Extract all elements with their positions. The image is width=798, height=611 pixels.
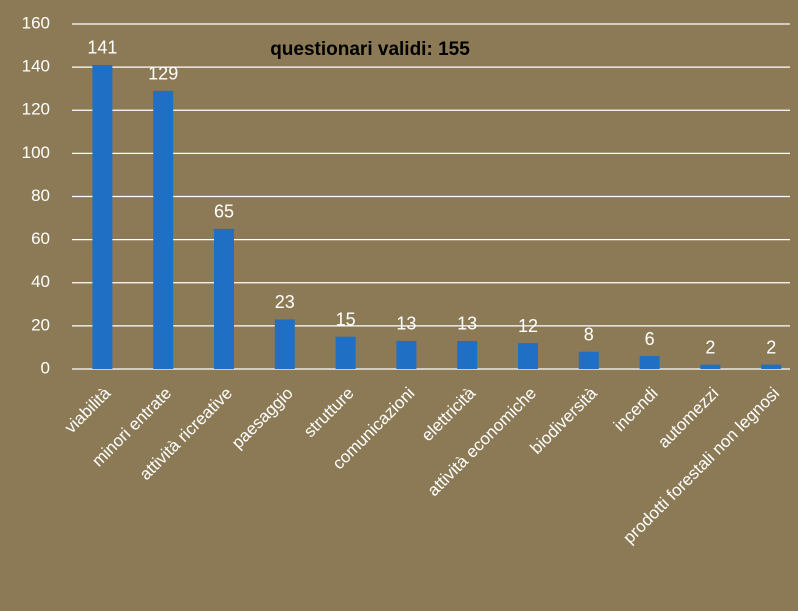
y-tick-label: 20 bbox=[31, 315, 50, 334]
y-tick-label: 60 bbox=[31, 229, 50, 248]
value-label: 2 bbox=[705, 337, 715, 357]
value-label: 8 bbox=[584, 325, 594, 345]
bar bbox=[761, 364, 782, 369]
bar bbox=[396, 340, 417, 369]
bar bbox=[518, 343, 538, 369]
bar bbox=[335, 336, 356, 369]
value-label: 15 bbox=[336, 309, 356, 329]
bar bbox=[92, 64, 113, 369]
bar bbox=[274, 319, 295, 369]
value-label: 6 bbox=[645, 329, 655, 349]
bar bbox=[639, 356, 660, 369]
value-label: 23 bbox=[275, 292, 295, 312]
value-label: 141 bbox=[87, 38, 117, 58]
y-tick-label: 80 bbox=[31, 186, 50, 205]
y-tick-label: 0 bbox=[41, 358, 50, 377]
value-label: 13 bbox=[457, 314, 477, 334]
y-tick-label: 160 bbox=[22, 13, 50, 32]
bar bbox=[457, 340, 478, 369]
bar bbox=[700, 364, 721, 369]
bar bbox=[578, 351, 599, 369]
y-tick-label: 100 bbox=[22, 143, 50, 162]
y-tick-label: 120 bbox=[22, 100, 50, 119]
value-label: 13 bbox=[396, 314, 416, 334]
value-label: 2 bbox=[766, 337, 776, 357]
value-label: 12 bbox=[518, 316, 538, 336]
y-tick-label: 140 bbox=[22, 57, 50, 76]
bar bbox=[214, 228, 234, 369]
value-label: 129 bbox=[148, 64, 178, 84]
y-tick-label: 40 bbox=[31, 272, 50, 291]
bar bbox=[153, 90, 174, 369]
chart-title: questionari validi: 155 bbox=[270, 39, 470, 60]
value-label: 65 bbox=[214, 202, 234, 222]
